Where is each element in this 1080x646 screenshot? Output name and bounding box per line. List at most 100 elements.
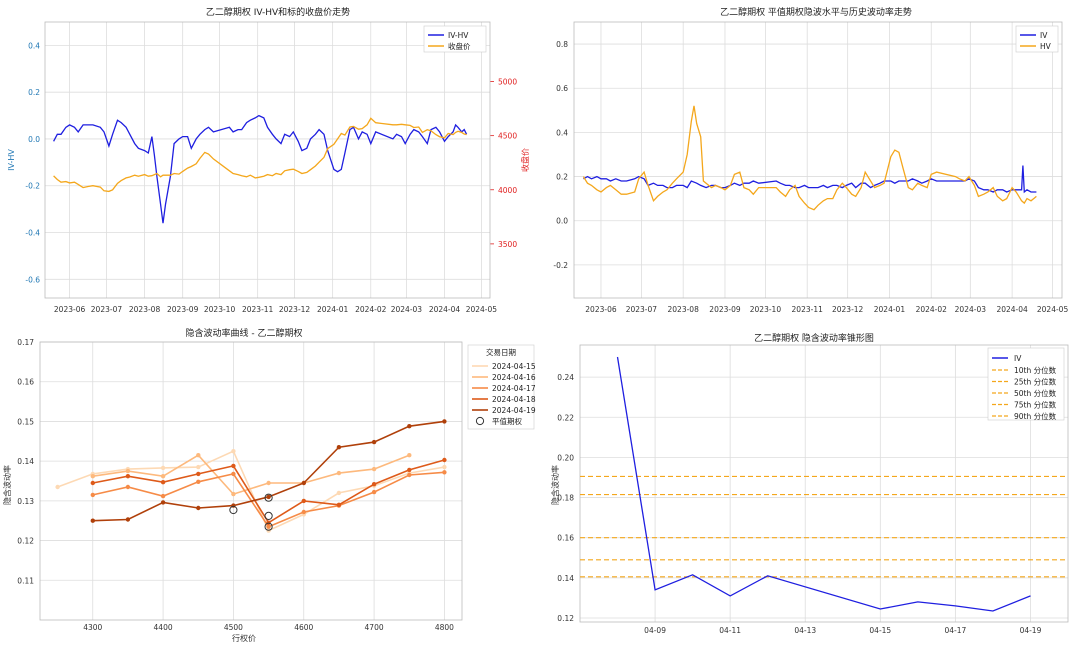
legend-box bbox=[1015, 25, 1059, 53]
chart-title-4: 乙二醇期权 隐含波动率锥形图 bbox=[754, 332, 874, 344]
y-tick-label: 0.16 bbox=[17, 378, 34, 387]
atm-marker bbox=[229, 505, 238, 515]
x-tick-label: 04-09 bbox=[644, 626, 666, 635]
legend-label: IV bbox=[1014, 354, 1022, 363]
series-point bbox=[196, 471, 201, 477]
y-tick-label: 0.2 bbox=[28, 88, 40, 97]
series-point bbox=[266, 524, 271, 529]
legend-label: 2024-04-18 bbox=[492, 395, 536, 404]
plot-frame bbox=[579, 344, 1069, 623]
panel-smile: 隐含波动率曲线 - 乙二醇期权 行权价 隐含波动率 4300 4400 4500 46… bbox=[2, 327, 536, 643]
y-tick-label: 0.18 bbox=[557, 494, 574, 503]
x-tick-label: 2024-05 bbox=[1037, 305, 1069, 314]
x-tick-label: 4300 bbox=[83, 623, 102, 632]
legend-box bbox=[423, 25, 487, 53]
legend-label: 75th 分位数 bbox=[1014, 400, 1057, 410]
series-point bbox=[336, 490, 342, 496]
y2-tick-label: 4500 bbox=[498, 132, 517, 141]
series-point bbox=[442, 470, 447, 475]
x-tick-label: 4800 bbox=[435, 623, 454, 632]
x-tick-label: 04-19 bbox=[1020, 626, 1042, 635]
series-point bbox=[196, 505, 201, 511]
series-point bbox=[90, 480, 96, 486]
x-tick-label: 2024-01 bbox=[874, 305, 906, 314]
series-line bbox=[582, 105, 1037, 211]
x-tick-label: 4600 bbox=[294, 623, 313, 632]
x-tick-label: 2024-01 bbox=[317, 305, 349, 314]
series-point bbox=[336, 445, 342, 450]
x-axis-label-3: 行权价 bbox=[232, 633, 256, 643]
series-point bbox=[231, 491, 236, 497]
series-point bbox=[160, 465, 166, 471]
series-point bbox=[371, 482, 377, 487]
legend-label: 2024-04-19 bbox=[492, 406, 536, 415]
x-tick-label: 4500 bbox=[224, 623, 243, 632]
panel-atm-iv-hv: 乙二醇期权 平值期权隐波水平与历史波动率走势 2023-06 2023-07 202… bbox=[553, 6, 1068, 314]
series-point bbox=[160, 474, 166, 479]
y2-axis-label: 收盘价 bbox=[520, 148, 530, 172]
y-axis-label: IV-HV bbox=[7, 149, 16, 171]
panel-vol-cone: 乙二醇期权 隐含波动率锥形图 隐含波动率 04-09 04-11 04-13 04-1… bbox=[550, 332, 1069, 635]
series-line bbox=[583, 165, 1037, 194]
series-point bbox=[231, 449, 236, 454]
series-point bbox=[407, 453, 412, 458]
y-tick-label: -0.2 bbox=[553, 261, 568, 270]
legend-label: 25th 分位数 bbox=[1014, 377, 1057, 387]
x-tick-label: 2023-07 bbox=[91, 305, 123, 314]
y-tick-label: 0.11 bbox=[17, 576, 34, 585]
series-point bbox=[266, 480, 271, 486]
series-point bbox=[407, 467, 412, 473]
y2-tick-label: 5000 bbox=[498, 78, 517, 87]
series-point bbox=[90, 518, 96, 523]
y-tick-label: 0.24 bbox=[557, 373, 574, 382]
y-tick-label: 0.12 bbox=[17, 537, 34, 546]
x-tick-label: 2023-11 bbox=[242, 305, 274, 314]
series-point bbox=[336, 470, 342, 476]
series-point bbox=[125, 484, 131, 490]
series-point bbox=[90, 474, 96, 479]
legend-title: 交易日期 bbox=[486, 347, 516, 357]
y-tick-label: 0.14 bbox=[17, 457, 34, 466]
series-line bbox=[57, 450, 445, 532]
series-point bbox=[196, 453, 201, 458]
legend-label: 50th 分位数 bbox=[1014, 388, 1057, 398]
legend-label: IV bbox=[1040, 31, 1048, 40]
series-point bbox=[160, 493, 166, 499]
series-line bbox=[92, 454, 410, 496]
x-tick-label: 2023-08 bbox=[129, 305, 161, 314]
series-point bbox=[125, 468, 131, 474]
legend-label: HV bbox=[1040, 42, 1052, 51]
series-point bbox=[196, 464, 201, 470]
y-tick-label: 0.8 bbox=[556, 40, 568, 49]
x-tick-label: 2024-03 bbox=[391, 305, 423, 314]
legend-label: IV-HV bbox=[448, 31, 469, 40]
x-tick-label: 04-17 bbox=[944, 626, 966, 635]
series-point bbox=[125, 474, 131, 479]
series-point bbox=[371, 439, 377, 445]
y-axis-label-4: 隐含波动率 bbox=[550, 465, 560, 505]
y-tick-label: 0.17 bbox=[17, 338, 34, 347]
legend-label: 2024-04-15 bbox=[492, 362, 536, 371]
series-point bbox=[160, 500, 166, 505]
plot-frame bbox=[44, 21, 491, 299]
y-tick-label: -0.4 bbox=[25, 229, 40, 238]
x-tick-label: 2023-09 bbox=[709, 305, 741, 314]
x-tick-label: 04-13 bbox=[794, 626, 816, 635]
series-point bbox=[301, 480, 306, 486]
series-point bbox=[90, 492, 96, 498]
y-tick-label: 0.22 bbox=[557, 413, 574, 422]
series-point bbox=[371, 466, 377, 472]
y-tick-label: 0.15 bbox=[17, 417, 34, 426]
legend-box bbox=[467, 344, 535, 430]
legend-label: 2024-04-16 bbox=[492, 373, 536, 382]
series-point bbox=[442, 464, 447, 470]
plot-frame bbox=[573, 21, 1063, 299]
x-tick-label: 2024-05 bbox=[466, 305, 498, 314]
y-tick-label: 0.20 bbox=[557, 453, 574, 462]
legend-label: 收盘价 bbox=[448, 41, 471, 51]
series-point bbox=[231, 463, 236, 469]
y-tick-label: -0.2 bbox=[25, 182, 40, 191]
series-line bbox=[92, 420, 445, 522]
series-point bbox=[336, 502, 342, 507]
